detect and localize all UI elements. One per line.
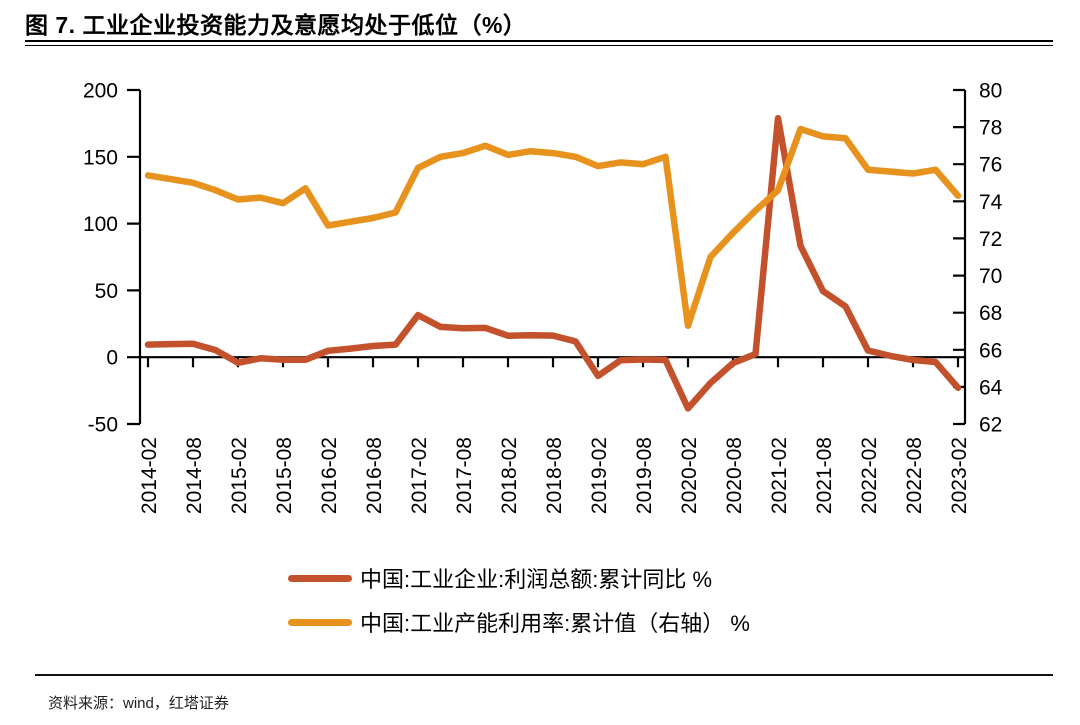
x-tick-label: 2018-02 <box>498 437 521 514</box>
x-tick-label: 2017-08 <box>453 437 476 514</box>
x-tick-label: 2015-08 <box>273 437 296 514</box>
series-line-utilization <box>144 125 962 329</box>
legend-swatch-utilization-line <box>288 618 352 626</box>
left-y-tick-label: 100 <box>83 213 118 236</box>
x-tick-label: 2018-08 <box>543 437 566 514</box>
right-y-tick-label: 68 <box>979 302 1002 325</box>
right-y-tick-label: 66 <box>979 339 1002 362</box>
left-y-tick-label: 200 <box>83 80 118 103</box>
x-tick-label: 2022-08 <box>903 437 926 514</box>
left-y-tick-label: 50 <box>95 280 118 303</box>
title-divider <box>25 40 1053 46</box>
x-tick-label: 2017-02 <box>408 437 431 514</box>
x-tick-label: 2014-08 <box>183 437 206 514</box>
left-y-axis <box>127 88 142 426</box>
right-y-axis <box>953 88 967 426</box>
right-y-tick-label: 64 <box>979 376 1003 399</box>
right-y-tick-label: 78 <box>979 117 1002 140</box>
x-tick-label: 2019-02 <box>588 437 611 514</box>
right-y-tick-label: 70 <box>979 265 1002 288</box>
legend-item-utilization: 中国:工业产能利用率:累计值（右轴） % <box>288 606 750 638</box>
legend-label-profit: 中国:工业企业:利润总额:累计同比 % <box>360 567 713 592</box>
x-tick-label: 2016-02 <box>318 437 341 514</box>
left-y-tick-label: 150 <box>83 146 118 169</box>
x-tick-label: 2019-08 <box>633 437 656 514</box>
right-y-tick-label: 72 <box>979 228 1002 251</box>
x-tick-label: 2016-08 <box>363 437 386 514</box>
x-tick-label: 2022-02 <box>858 437 881 514</box>
x-tick-label: 2020-08 <box>723 437 746 514</box>
x-tick-label: 2015-02 <box>228 437 251 514</box>
x-tick-label: 2020-02 <box>678 437 701 514</box>
source-text: 资料来源：wind，红塔证券 <box>48 695 229 712</box>
right-y-tick-label: 62 <box>979 414 1002 437</box>
right-y-tick-label: 74 <box>979 191 1003 214</box>
legend-swatch-profit-line <box>288 574 352 582</box>
x-tick-label: 2021-02 <box>768 437 791 514</box>
x-tick-label: 2023-02 <box>948 437 971 514</box>
chart-legend: 中国:工业企业:利润总额:累计同比 % 中国:工业产能利用率:累计值（右轴） % <box>288 562 750 638</box>
left-y-tick-label: -50 <box>88 414 118 437</box>
x-tick-label: 2014-02 <box>138 437 161 514</box>
source-divider <box>35 674 1053 676</box>
right-y-tick-label: 76 <box>979 154 1002 177</box>
chart-title: 图 7. 工业企业投资能力及意愿均处于低位（%） <box>25 12 527 38</box>
right-y-tick-label: 80 <box>979 80 1002 103</box>
left-y-tick-label: 0 <box>106 347 118 370</box>
legend-item-profit: 中国:工业企业:利润总额:累计同比 % <box>288 562 750 594</box>
legend-label-utilization: 中国:工业产能利用率:累计值（右轴） % <box>360 611 750 636</box>
series-line-profit <box>144 114 962 412</box>
x-tick-label: 2021-08 <box>813 437 836 514</box>
